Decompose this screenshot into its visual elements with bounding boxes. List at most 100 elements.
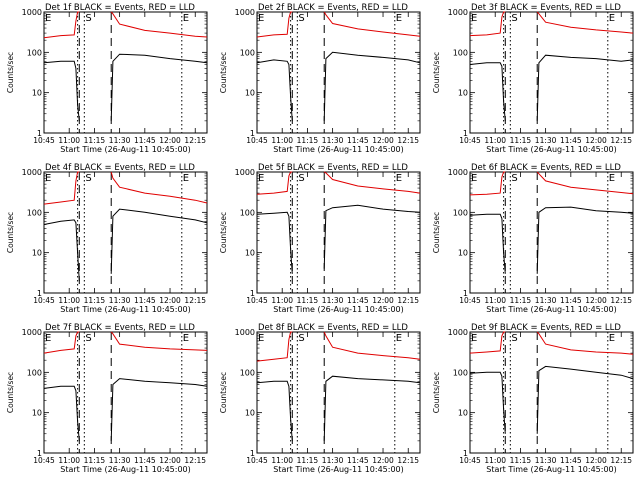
x-tick-label: 11:30 (322, 456, 344, 465)
y-tick-label: 1 (37, 129, 42, 138)
y-axis-label: Counts/sec (219, 372, 228, 413)
x-tick-label: 12:00 (372, 456, 394, 465)
y-tick-label: 1000 (22, 328, 42, 337)
y-tick-label: 1000 (22, 168, 42, 177)
x-tick-label: 11:15 (510, 296, 532, 305)
x-axis-label: Start Time (26-Aug-11 10:45:00) (486, 465, 617, 474)
x-tick-label: 11:15 (84, 456, 106, 465)
x-tick-label: 11:00 (484, 136, 506, 145)
x-tick-label: 10:45 (246, 296, 268, 305)
series-line-lld (323, 171, 421, 194)
x-axis-label: Start Time (26-Aug-11 10:45:00) (273, 145, 404, 154)
x-tick-label: 11:00 (484, 456, 506, 465)
x-tick-label: 11:30 (535, 296, 557, 305)
x-tick-label: 12:15 (610, 136, 632, 145)
series-line-lld (536, 11, 634, 34)
y-axis-label: Counts/sec (432, 212, 441, 253)
x-tick-label: 12:00 (585, 296, 607, 305)
y-tick-label: 10 (458, 409, 468, 418)
marker-label: E (609, 173, 615, 184)
y-tick-label: 10 (458, 89, 468, 98)
series-line-lld (323, 11, 421, 37)
panel-title: Det 2f BLACK = Events, RED = LLD (258, 3, 408, 13)
plot-frame (256, 11, 421, 134)
detector-panel-1: Det 1f BLACK = Events, RED = LLD 1 10 100 10… (6, 3, 208, 154)
x-axis-label: Start Time (26-Aug-11 10:45:00) (273, 305, 404, 314)
y-tick-label: 10 (245, 409, 255, 418)
series-line-events (110, 208, 208, 274)
series-line-events (43, 219, 80, 281)
x-tick-label: 11:15 (297, 136, 319, 145)
x-tick-label: 10:45 (246, 136, 268, 145)
x-tick-label: 11:30 (535, 136, 557, 145)
marker-label: E (45, 173, 51, 184)
series-line-events (536, 206, 634, 274)
x-tick-label: 11:45 (560, 136, 582, 145)
marker-label: E (396, 333, 402, 344)
x-tick-label: 11:45 (347, 136, 369, 145)
series-line-events (256, 59, 293, 121)
series-line-lld (43, 331, 80, 354)
y-tick-label: 10 (32, 409, 42, 418)
y-tick-label: 100 (240, 368, 255, 377)
marker-label: S (298, 13, 304, 24)
x-tick-label: 10:45 (33, 456, 55, 465)
y-tick-label: 100 (453, 208, 468, 217)
series-line-events (43, 60, 80, 121)
y-tick-label: 1000 (448, 8, 468, 17)
marker-label: E (471, 173, 477, 184)
detector-panel-5: Det 5f BLACK = Events, RED = LLD 1 10 100 10… (219, 163, 421, 314)
marker-label: E (258, 13, 264, 24)
x-axis-label: Start Time (26-Aug-11 10:45:00) (273, 465, 404, 474)
detector-panel-6: Det 6f BLACK = Events, RED = LLD 1 10 100 10… (432, 163, 634, 314)
series-line-lld (110, 331, 208, 351)
marker-label: E (609, 333, 615, 344)
x-tick-label: 12:00 (159, 296, 181, 305)
x-axis-label: Start Time (26-Aug-11 10:45:00) (60, 305, 191, 314)
y-tick-label: 1 (37, 289, 42, 298)
y-tick-label: 100 (453, 48, 468, 57)
x-tick-label: 11:45 (347, 296, 369, 305)
marker-label: E (258, 333, 264, 344)
y-tick-label: 100 (27, 208, 42, 217)
marker-label: E (45, 13, 51, 24)
series-line-events (110, 53, 208, 121)
x-tick-label: 11:45 (134, 456, 156, 465)
series-line-events (536, 365, 634, 434)
y-axis-label: Counts/sec (219, 212, 228, 253)
y-tick-label: 1000 (448, 168, 468, 177)
x-tick-label: 11:15 (297, 456, 319, 465)
x-tick-label: 12:00 (159, 136, 181, 145)
marker-label: E (183, 13, 189, 24)
plot-frame (469, 331, 634, 454)
y-tick-label: 1 (463, 129, 468, 138)
marker-label: S (511, 173, 517, 184)
x-tick-label: 12:15 (397, 136, 419, 145)
y-tick-label: 1 (250, 449, 255, 458)
y-tick-label: 1 (250, 289, 255, 298)
y-axis-label: Counts/sec (432, 372, 441, 413)
x-tick-label: 12:15 (184, 296, 206, 305)
panel-title: Det 1f BLACK = Events, RED = LLD (45, 3, 195, 13)
series-line-lld (110, 11, 208, 38)
x-tick-label: 12:15 (610, 456, 632, 465)
detector-panel-3: Det 3f BLACK = Events, RED = LLD 1 10 100 10… (432, 3, 634, 154)
series-line-lld (43, 11, 80, 39)
series-line-events (469, 62, 506, 121)
x-tick-label: 12:00 (372, 136, 394, 145)
marker-label: S (511, 333, 517, 344)
series-line-events (110, 378, 208, 441)
detector-panel-8: Det 8f BLACK = Events, RED = LLD 1 10 100 10… (219, 323, 421, 474)
detector-panel-4: Det 4f BLACK = Events, RED = LLD 1 10 100 10… (6, 163, 208, 314)
series-line-lld (536, 171, 634, 195)
y-tick-label: 100 (453, 368, 468, 377)
marker-label: S (298, 333, 304, 344)
x-tick-label: 11:30 (322, 136, 344, 145)
series-line-events (469, 213, 506, 274)
panel-title: Det 5f BLACK = Events, RED = LLD (258, 163, 408, 173)
panel-title: Det 6f BLACK = Events, RED = LLD (471, 163, 621, 173)
x-tick-label: 12:00 (585, 136, 607, 145)
y-tick-label: 10 (32, 89, 42, 98)
marker-label: E (396, 173, 402, 184)
x-tick-label: 10:45 (33, 296, 55, 305)
